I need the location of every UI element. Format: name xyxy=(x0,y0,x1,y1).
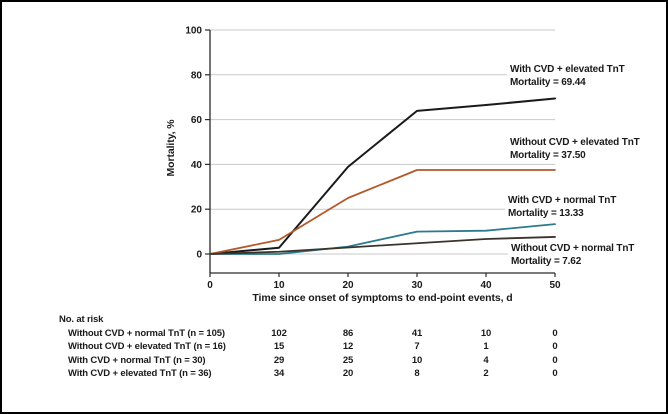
series-label-name: With CVD + elevated TnT xyxy=(510,64,625,75)
risk-count: 34 xyxy=(273,368,285,380)
series-label-without-cvd-elevated-tnt: Without CVD + elevated TnT Mortality = 3… xyxy=(507,137,640,162)
x-tick-label-10: 10 xyxy=(273,280,285,291)
risk-count: 15 xyxy=(273,341,285,353)
risk-table-title: No. at risk xyxy=(59,314,104,325)
series-label-mortality: Mortality = 69.44 xyxy=(510,76,586,88)
series-label-name: Without CVD + normal TnT xyxy=(511,243,635,254)
curve-without-cvd-elevated-tnt xyxy=(209,169,556,255)
risk-count: 25 xyxy=(342,354,354,366)
risk-count: 10 xyxy=(411,354,423,366)
series-label-name: Without CVD + elevated TnT xyxy=(510,137,640,148)
risk-count: 12 xyxy=(342,341,354,353)
risk-row-label: Without CVD + normal TnT (n = 105) xyxy=(68,328,225,339)
y-tick-label-40: 40 xyxy=(191,160,203,171)
risk-count: 1 xyxy=(483,341,489,353)
series-label-with-cvd-elevated-tnt: With CVD + elevated TnT Mortality = 69.4… xyxy=(507,64,625,89)
series-label-mortality: Mortality = 13.33 xyxy=(508,207,584,219)
curve-with-cvd-elevated-tnt xyxy=(209,97,556,255)
y-tick-label-100: 100 xyxy=(185,26,202,37)
x-axis-title: Time since onset of symptoms to end-poin… xyxy=(252,292,513,304)
risk-count: 41 xyxy=(411,328,423,339)
survival-curves xyxy=(209,97,556,255)
risk-count: 20 xyxy=(342,368,354,380)
y-tick-label-20: 20 xyxy=(191,205,203,216)
series-label-with-cvd-normal-tnt: With CVD + normal TnT Mortality = 13.33 xyxy=(505,195,616,220)
y-tick-label-80: 80 xyxy=(191,70,203,81)
axis-ticks xyxy=(205,29,556,277)
series-label-mortality: Mortality = 37.50 xyxy=(510,149,586,161)
x-tick-label-20: 20 xyxy=(342,280,354,291)
gridlines xyxy=(210,29,555,255)
risk-count: 2 xyxy=(483,368,489,380)
curve-with-cvd-normal-tnt xyxy=(209,223,556,255)
risk-count: 0 xyxy=(552,368,558,380)
y-tick-label-60: 60 xyxy=(191,115,203,126)
y-tick-label-0: 0 xyxy=(196,250,202,261)
series-label-without-cvd-normal-tnt: Without CVD + normal TnT Mortality = 7.6… xyxy=(508,243,634,268)
risk-count: 10 xyxy=(480,328,492,339)
risk-count: 0 xyxy=(552,341,558,353)
x-tick-label-30: 30 xyxy=(411,280,423,291)
series-label-name: With CVD + normal TnT xyxy=(508,195,617,206)
risk-row-label: With CVD + elevated TnT (n = 36) xyxy=(68,368,212,380)
risk-count: 86 xyxy=(342,328,354,339)
risk-count: 4 xyxy=(483,354,489,366)
risk-count: 7 xyxy=(414,341,420,353)
risk-count: 102 xyxy=(271,328,287,339)
risk-count: 0 xyxy=(552,328,558,339)
series-label-mortality: Mortality = 7.62 xyxy=(511,255,582,267)
risk-row-label: With CVD + normal TnT (n = 30) xyxy=(68,354,206,366)
x-tick-label-50: 50 xyxy=(549,280,561,291)
risk-row-label: Without CVD + elevated TnT (n = 16) xyxy=(68,341,226,353)
mortality-line-chart: 0 20 40 60 80 100 0 10 20 30 40 50 xyxy=(185,26,561,292)
risk-count: 29 xyxy=(273,354,285,366)
axes xyxy=(209,30,555,274)
axis-tick-labels: 0 20 40 60 80 100 0 10 20 30 40 50 xyxy=(185,26,561,292)
risk-count: 0 xyxy=(552,354,558,366)
curve-without-cvd-normal-tnt xyxy=(209,236,556,255)
risk-count: 8 xyxy=(414,368,420,380)
x-tick-label-0: 0 xyxy=(207,280,213,291)
x-tick-label-40: 40 xyxy=(480,280,492,291)
